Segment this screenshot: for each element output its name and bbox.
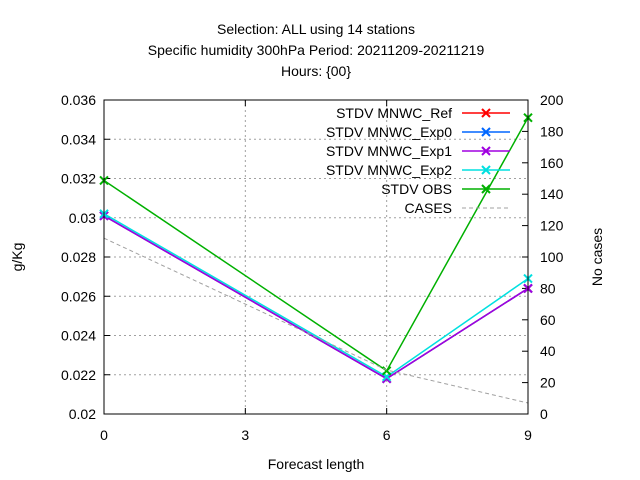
y2-tick-label: 0	[540, 406, 548, 422]
y2-tick-label: 80	[540, 280, 556, 296]
chart-title: Selection: ALL using 14 stations Specific…	[148, 21, 485, 79]
plot-frame	[103, 99, 529, 415]
x-tick-label: 3	[241, 427, 249, 443]
title-line-3: Hours: {00}	[281, 63, 351, 79]
y-tick-label: 0.036	[61, 92, 96, 108]
y2-tick-label: 200	[540, 92, 564, 108]
axis-ticks: 0 3 6 9 0.02 0.022 0.024 0.026 0.028 0.03 0.032 0.0…	[61, 92, 564, 443]
y2-axis-label: No cases	[589, 228, 605, 286]
legend-marker-stdv-mnwc-exp0	[481, 127, 491, 137]
x-axis-label: Forecast length	[268, 456, 365, 472]
y2-tick-label: 140	[540, 186, 564, 202]
title-line-1: Selection: ALL using 14 stations	[217, 21, 415, 37]
series-line-stdv-mnwc-exp0	[103, 215, 529, 380]
legend-label-stdv-mnwc-ref: STDV MNWC_Ref	[336, 105, 452, 121]
legend-marker-stdv-mnwc-ref	[481, 108, 491, 118]
y-axis-label: g/Kg	[9, 243, 25, 272]
legend-marker-stdv-obs	[481, 184, 491, 194]
legend-label-stdv-mnwc-exp1: STDV MNWC_Exp1	[326, 143, 452, 159]
series-line-cases	[103, 237, 529, 404]
y2-tick-label: 180	[540, 123, 564, 139]
y-tick-label: 0.028	[61, 249, 96, 265]
y-tick-label: 0.034	[61, 131, 96, 147]
title-line-2: Specific humidity 300hPa Period: 2021120…	[148, 42, 485, 58]
y2-tick-label: 100	[540, 249, 564, 265]
y2-tick-label: 60	[540, 312, 556, 328]
y2-tick-label: 120	[540, 218, 564, 234]
legend: STDV MNWC_Ref STDV MNWC_Exp0 STDV MNWC_Exp…	[326, 105, 510, 216]
y2-tick-label: 160	[540, 155, 564, 171]
legend-label-stdv-mnwc-exp2: STDV MNWC_Exp2	[326, 162, 452, 178]
y-tick-label: 0.02	[69, 406, 96, 422]
y2-tick-label: 20	[540, 375, 556, 391]
data-point-stdv-obs	[381, 366, 392, 376]
y-tick-label: 0.032	[61, 171, 96, 187]
y-tick-label: 0.022	[61, 367, 96, 383]
legend-marker-stdv-mnwc-exp2	[481, 165, 491, 175]
x-tick-label: 0	[100, 427, 108, 443]
series-line-stdv-mnwc-exp2	[103, 213, 529, 378]
x-tick-label: 9	[524, 427, 532, 443]
legend-label-cases: CASES	[405, 200, 452, 216]
legend-label-stdv-mnwc-exp0: STDV MNWC_Exp0	[326, 124, 452, 140]
x-tick-label: 6	[383, 427, 391, 443]
legend-label-stdv-obs: STDV OBS	[381, 181, 452, 197]
series-lines	[99, 112, 533, 404]
series-line-stdv-mnwc-exp1	[103, 215, 529, 380]
series-line-stdv-obs	[103, 117, 529, 372]
y-tick-label: 0.024	[61, 328, 96, 344]
y-tick-label: 0.026	[61, 288, 96, 304]
y2-tick-label: 40	[540, 343, 556, 359]
y-tick-label: 0.03	[69, 210, 96, 226]
legend-marker-stdv-mnwc-exp1	[481, 146, 491, 156]
series-line-stdv-mnwc-ref	[103, 215, 529, 380]
grid	[104, 100, 528, 414]
